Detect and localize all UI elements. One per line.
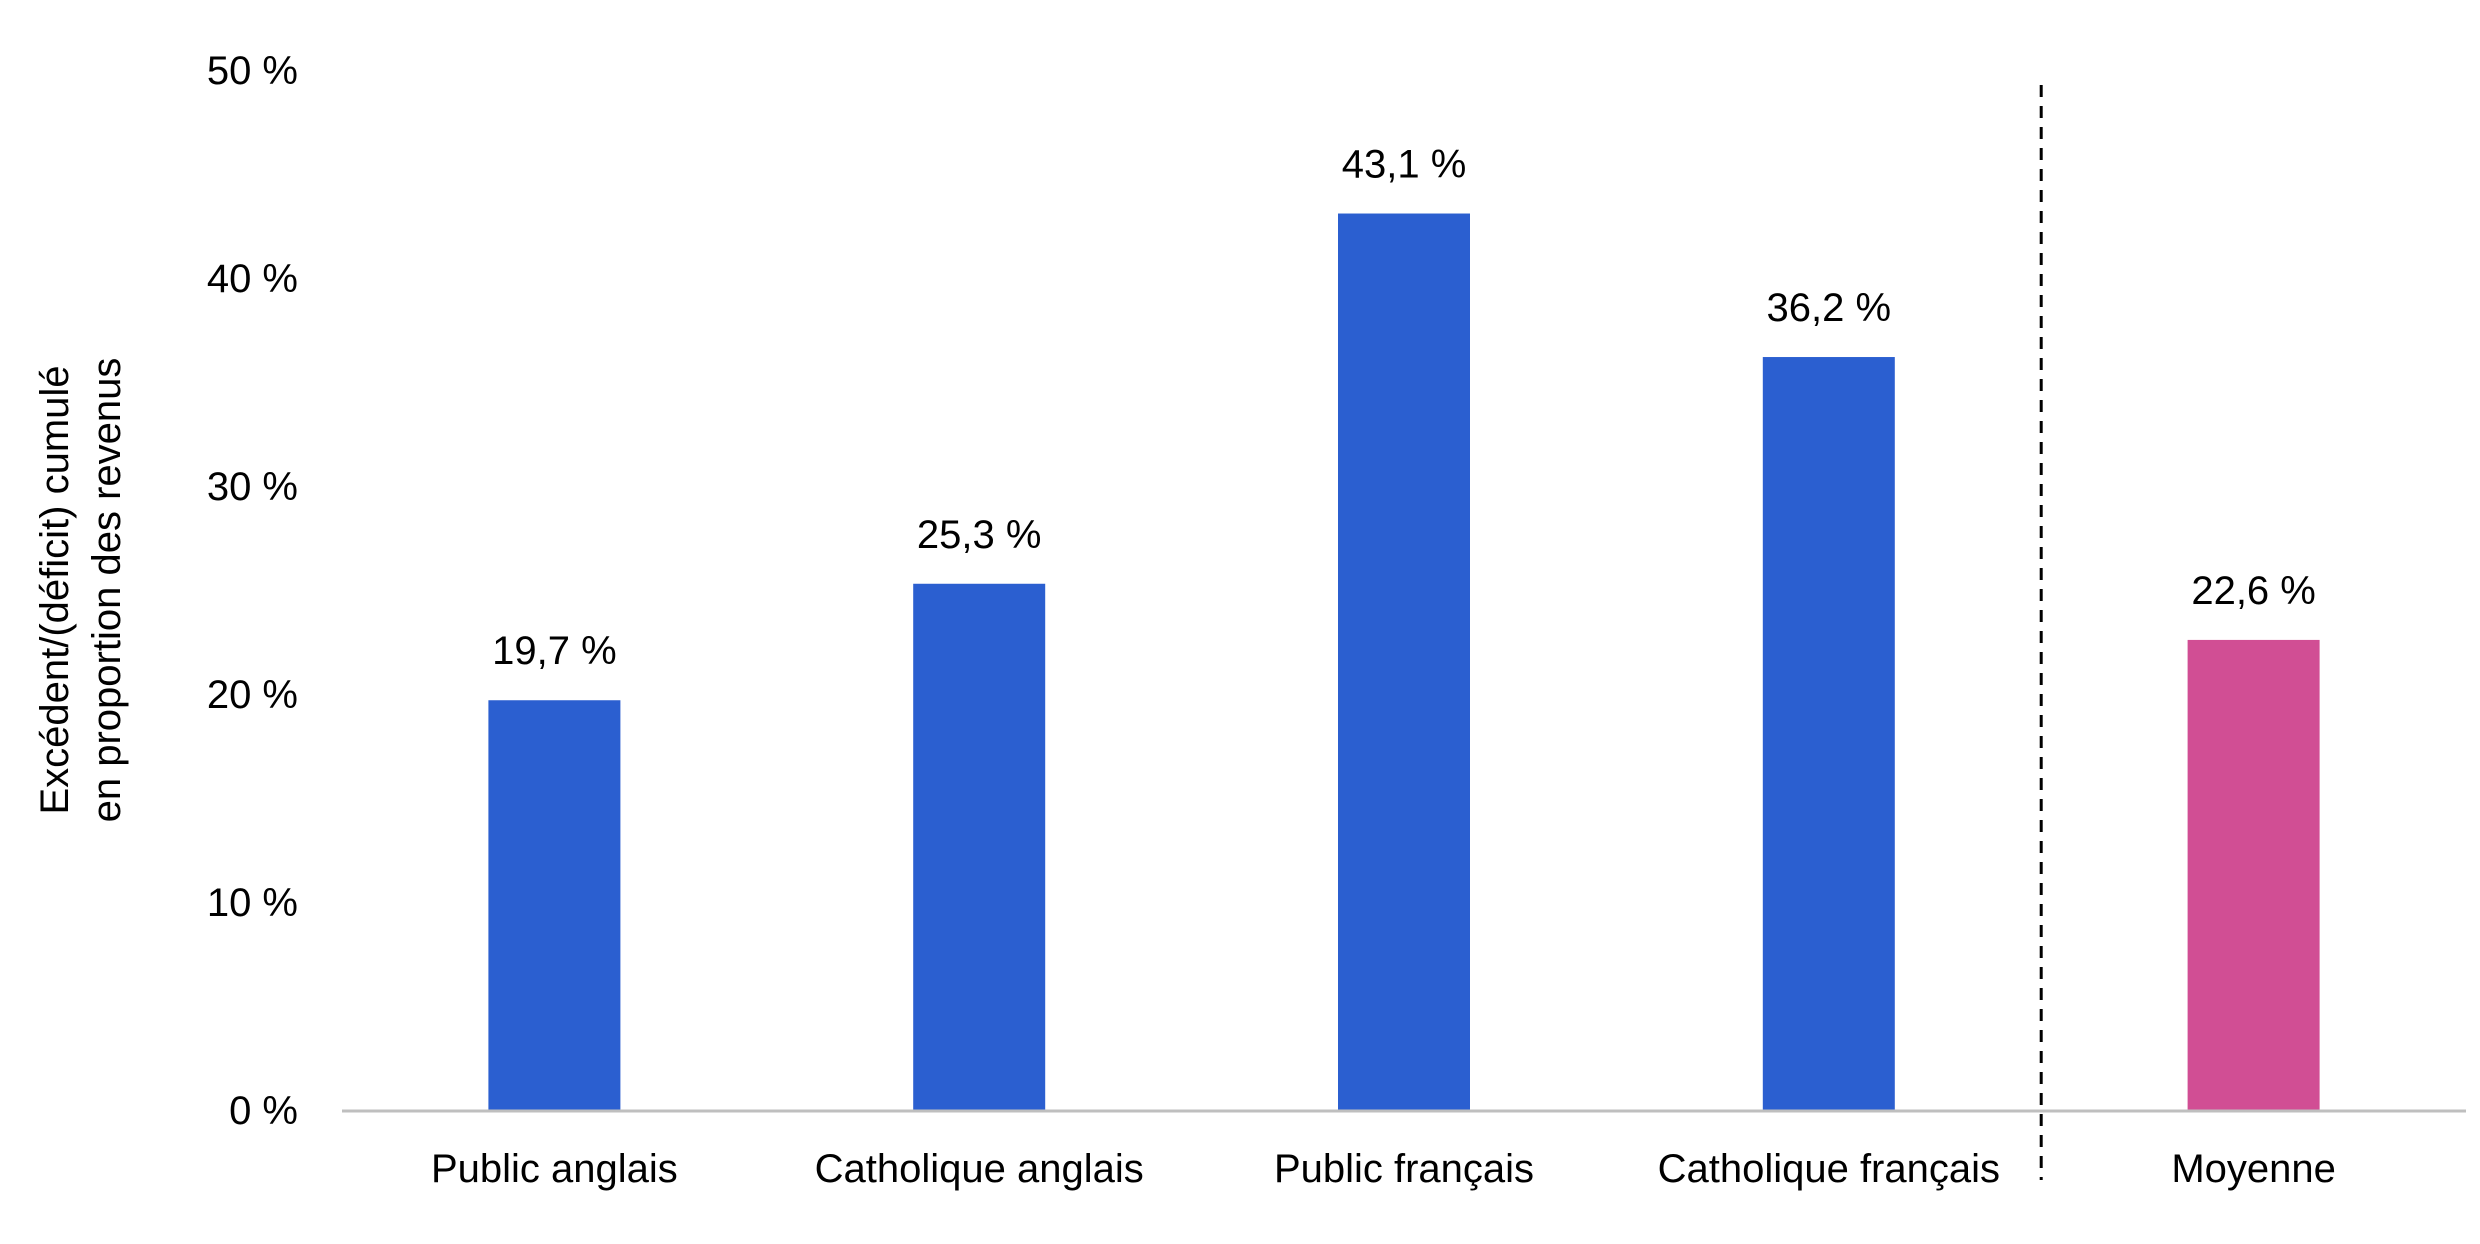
y-tick-label: 10 % <box>207 881 298 925</box>
y-axis-ticks: 0 % 10 % 20 % 30 % 40 % 50 % <box>207 49 298 1133</box>
x-axis-category-labels: Public anglais Catholique anglais Public f… <box>431 1147 2336 1191</box>
bar <box>2187 639 2320 1110</box>
y-tick-label: 40 % <box>207 257 298 301</box>
x-tick-label: Catholique français <box>1658 1147 2000 1191</box>
bar <box>488 700 621 1110</box>
y-axis-label: Excédent/(déficit) cumulé en proportion d… <box>33 358 129 823</box>
value-labels: 19,7 % 25,3 % 43,1 % 36,2 % 22,6 % <box>492 143 2316 674</box>
y-tick-label: 0 % <box>229 1089 298 1133</box>
bar <box>1762 357 1895 1110</box>
x-tick-label: Public anglais <box>431 1147 678 1191</box>
y-tick-label: 20 % <box>207 673 298 717</box>
y-tick-label: 30 % <box>207 465 298 509</box>
bar <box>913 583 1046 1110</box>
data-label: 25,3 % <box>917 513 1042 557</box>
data-label: 19,7 % <box>492 629 617 673</box>
bar <box>1338 213 1470 1110</box>
bars <box>488 213 2320 1110</box>
y-tick-label: 50 % <box>207 49 298 93</box>
x-tick-label: Moyenne <box>2171 1147 2336 1191</box>
y-axis-title-line-2: en proportion des revenus <box>85 358 129 823</box>
x-tick-label: Catholique anglais <box>815 1147 1144 1191</box>
y-axis-title: Excédent/(déficit) cumulé en proportion d… <box>33 358 129 823</box>
data-label: 36,2 % <box>1767 286 1892 330</box>
data-label: 22,6 % <box>2191 569 2316 613</box>
y-axis-title-line-1: Excédent/(déficit) cumulé <box>33 365 77 814</box>
data-label: 43,1 % <box>1342 143 1467 187</box>
x-tick-label: Public français <box>1274 1147 1534 1191</box>
